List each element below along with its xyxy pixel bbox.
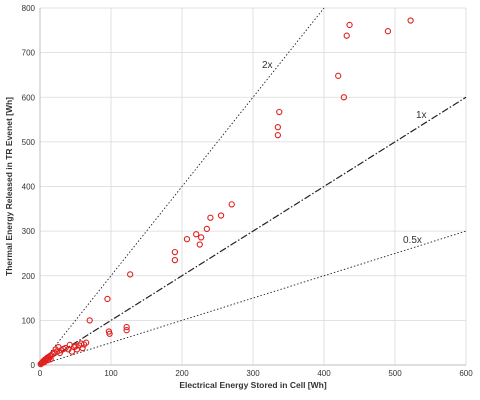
data-point — [79, 344, 86, 352]
y-tick-label: 800 — [22, 4, 36, 13]
reference-line-1x — [39, 96, 467, 366]
data-point — [86, 317, 93, 324]
y-axis-title: Thermal Energy Released in TR Evenet [Wh… — [4, 97, 14, 276]
reference-label-1x: 1x — [416, 110, 427, 121]
data-point — [183, 236, 191, 243]
x-tick-label: 300 — [246, 369, 260, 378]
data-point — [274, 132, 281, 139]
y-tick-label: 700 — [22, 49, 36, 58]
axes — [39, 8, 466, 366]
y-tick-label: 600 — [22, 93, 36, 102]
data-point — [340, 94, 348, 101]
x-tick-label: 500 — [388, 369, 402, 378]
data-point — [123, 323, 130, 331]
data-point — [127, 271, 134, 278]
x-tick-label: 0 — [38, 369, 43, 378]
reference-label-2x: 2x — [262, 60, 273, 71]
y-tick-label: 400 — [22, 183, 36, 192]
y-tick-label: 300 — [22, 227, 36, 236]
data-point — [346, 21, 353, 29]
data-point — [203, 225, 210, 233]
data-point — [106, 330, 113, 337]
reference-lines: 2x 1x 0.5x — [39, 7, 467, 366]
x-tick-label: 600 — [459, 369, 473, 378]
data-point — [335, 72, 342, 79]
data-points — [37, 17, 414, 368]
x-tick-label: 200 — [175, 369, 189, 378]
data-point — [228, 201, 235, 208]
data-point — [276, 108, 283, 116]
data-point — [104, 295, 111, 303]
x-tick-label: 400 — [317, 369, 331, 378]
reference-label-0.5x: 0.5x — [403, 235, 422, 246]
data-point — [123, 327, 130, 334]
data-point — [207, 214, 214, 221]
data-point — [274, 123, 281, 131]
y-tick-label: 100 — [22, 316, 36, 325]
y-tick-label: 0 — [31, 361, 36, 370]
data-point — [407, 17, 414, 24]
y-tick-label: 500 — [22, 138, 36, 147]
data-point — [196, 241, 203, 248]
data-point — [47, 356, 54, 363]
data-point — [217, 212, 225, 219]
data-point — [171, 256, 179, 264]
data-point — [384, 28, 392, 35]
reference-line-0.5x — [39, 230, 467, 366]
data-point — [171, 248, 179, 256]
data-point — [193, 231, 200, 238]
grid-lines — [40, 7, 467, 365]
reference-line-2x — [39, 7, 325, 366]
data-point — [198, 234, 205, 241]
y-tick-label: 200 — [22, 272, 36, 281]
tick-labels: 0 100 200 300 400 500 600 0 100 200 300 400 500 600 70… — [22, 4, 474, 378]
data-point — [343, 32, 350, 39]
data-point — [83, 339, 90, 346]
data-point — [72, 343, 79, 350]
x-axis-title: Electrical Energy Stored in Cell [Wh] — [179, 380, 327, 390]
x-tick-label: 100 — [104, 369, 118, 378]
